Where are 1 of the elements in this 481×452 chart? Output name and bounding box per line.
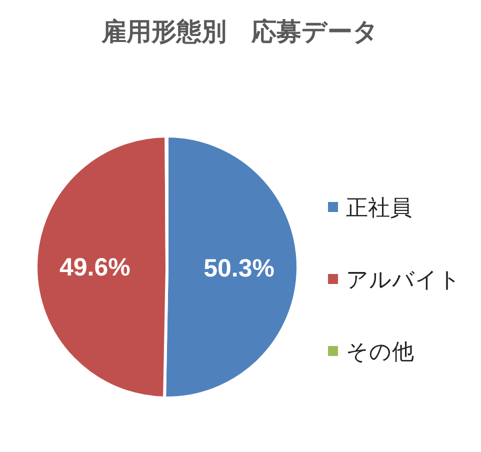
title: 雇用形態別 応募データ: [102, 18, 378, 46]
